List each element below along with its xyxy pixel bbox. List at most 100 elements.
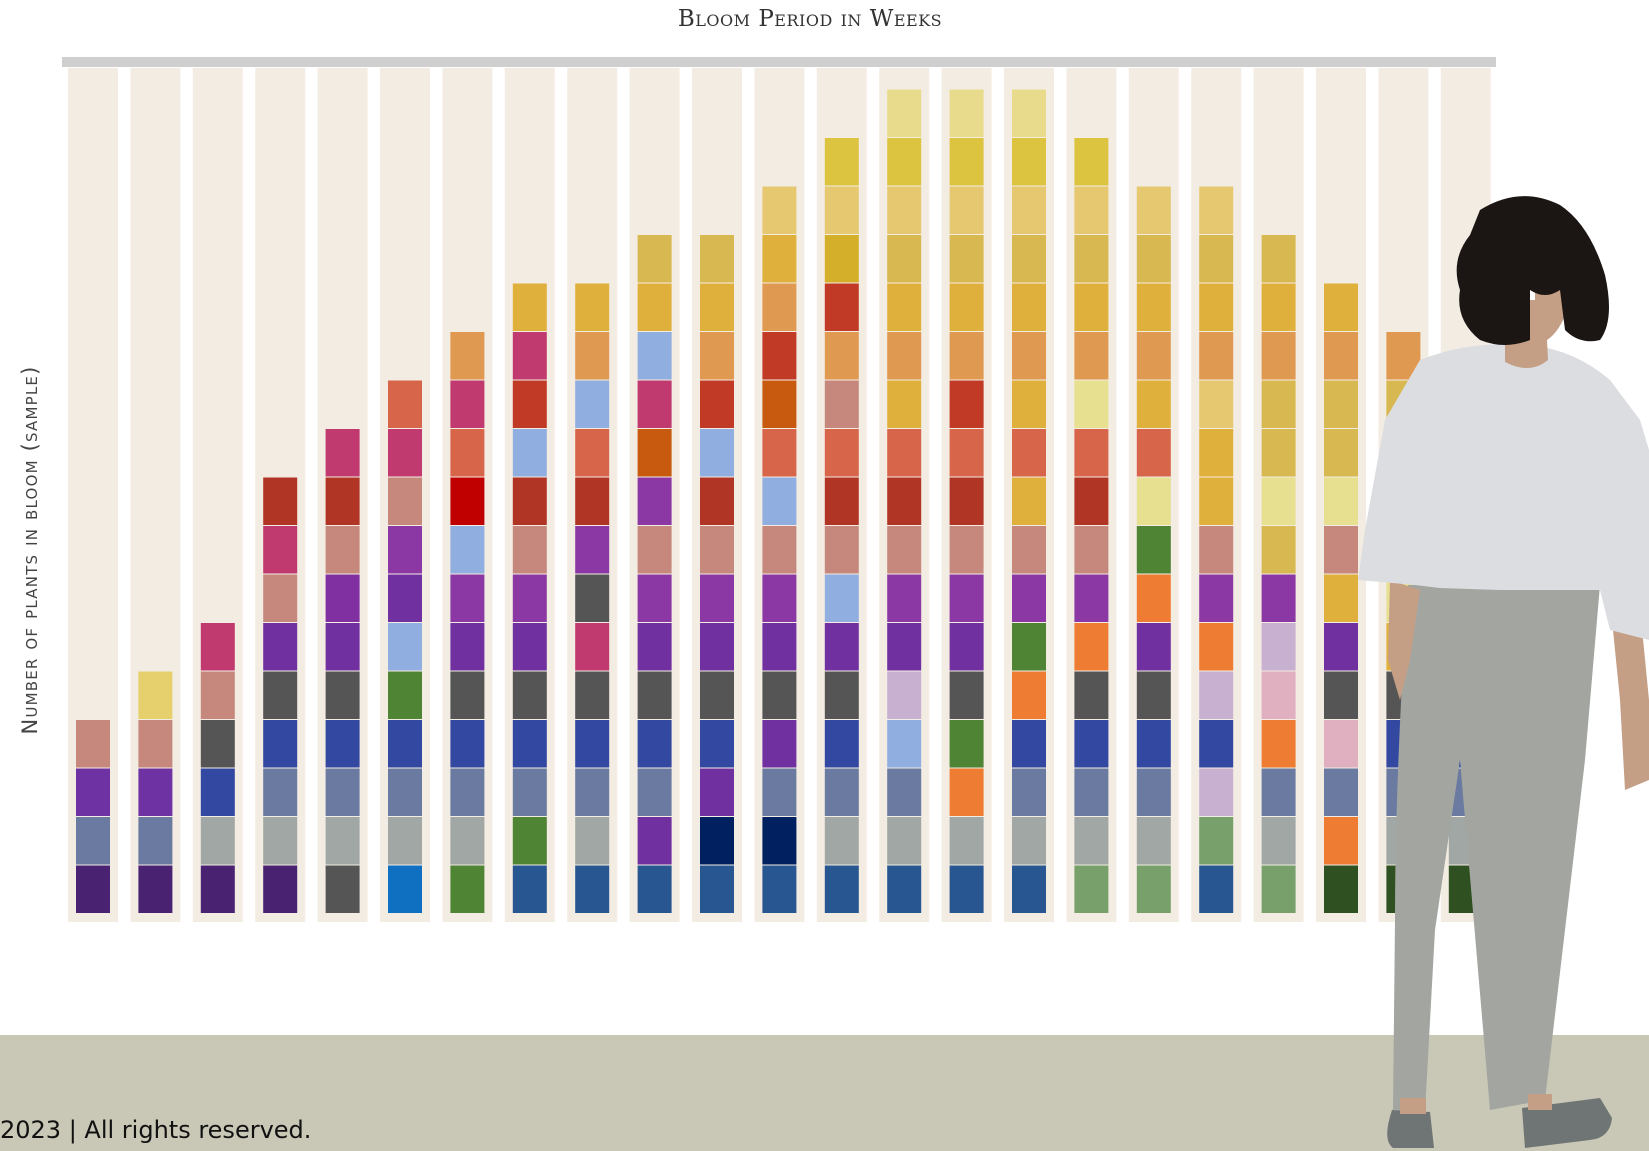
plant-block-week-16-2 (1012, 817, 1046, 865)
plant-block-week-13-1 (824, 865, 859, 913)
plant-block-week-14-10 (887, 429, 922, 477)
plant-block-week-8-3 (512, 768, 547, 816)
plant-block-week-13-13 (824, 283, 859, 331)
plant-block-week-11-4 (700, 720, 734, 768)
plant-block-week-5-10 (325, 429, 360, 477)
plant-block-week-16-14 (1012, 235, 1046, 283)
plant-block-week-15-4 (949, 720, 984, 768)
plant-block-week-9-6 (575, 623, 610, 671)
plant-block-week-12-13 (762, 283, 797, 331)
plant-block-week-12-12 (762, 332, 797, 380)
plant-block-week-4-1 (263, 865, 298, 913)
plant-block-week-23-9 (1448, 477, 1483, 525)
plant-block-week-23-7 (1448, 574, 1483, 622)
plant-block-week-20-6 (1261, 623, 1296, 671)
plant-block-week-14-13 (887, 283, 922, 331)
plant-block-week-18-8 (1136, 526, 1171, 574)
plant-block-week-13-16 (824, 138, 859, 186)
plant-block-week-9-2 (575, 817, 610, 865)
plant-block-week-3-1 (200, 865, 235, 913)
plant-block-week-21-11 (1324, 380, 1358, 428)
plant-block-week-5-9 (325, 477, 360, 525)
plant-block-week-19-12 (1199, 332, 1234, 380)
plant-block-week-11-7 (700, 574, 734, 622)
plant-block-week-18-10 (1136, 429, 1171, 477)
plant-block-week-16-3 (1012, 768, 1046, 816)
plant-block-week-16-16 (1012, 138, 1046, 186)
plant-block-week-22-7 (1386, 574, 1421, 622)
plant-block-week-21-3 (1324, 768, 1358, 816)
plant-block-week-11-12 (700, 332, 734, 380)
plant-block-week-12-6 (762, 623, 797, 671)
plant-block-week-13-9 (824, 477, 859, 525)
plant-block-week-7-5 (450, 671, 485, 719)
plant-block-week-6-4 (388, 720, 422, 768)
plant-block-week-8-6 (512, 623, 547, 671)
plant-block-week-6-3 (388, 768, 422, 816)
plant-block-week-22-1 (1386, 865, 1421, 913)
plant-block-week-18-11 (1136, 380, 1171, 428)
plant-block-week-8-12 (512, 332, 547, 380)
plant-block-week-1-1 (76, 865, 110, 913)
plant-block-week-3-6 (200, 623, 235, 671)
plant-block-week-8-11 (512, 380, 547, 428)
plant-block-week-21-4 (1324, 720, 1358, 768)
plant-block-week-7-2 (450, 817, 485, 865)
plant-block-week-11-10 (700, 429, 734, 477)
plant-block-week-18-4 (1136, 720, 1171, 768)
plant-block-week-19-5 (1199, 671, 1234, 719)
plant-block-week-10-10 (637, 429, 672, 477)
plant-block-week-14-2 (887, 817, 922, 865)
plant-block-week-21-8 (1324, 526, 1358, 574)
plant-block-week-10-12 (637, 332, 672, 380)
plant-block-week-12-9 (762, 477, 797, 525)
plant-block-week-1-4 (76, 720, 110, 768)
plant-block-week-8-10 (512, 429, 547, 477)
plant-block-week-18-9 (1136, 477, 1171, 525)
plant-block-week-15-9 (949, 477, 984, 525)
plant-block-week-5-8 (325, 526, 360, 574)
plant-block-week-22-5 (1386, 671, 1421, 719)
plant-block-week-14-15 (887, 186, 922, 234)
plant-block-week-6-2 (388, 817, 422, 865)
plant-block-week-13-6 (824, 623, 859, 671)
plant-block-week-19-4 (1199, 720, 1234, 768)
plant-block-week-9-11 (575, 380, 610, 428)
plant-block-week-23-3 (1448, 768, 1483, 816)
plant-block-week-16-11 (1012, 380, 1046, 428)
plant-block-week-11-3 (700, 768, 734, 816)
plant-block-week-8-8 (512, 526, 547, 574)
plant-block-week-8-4 (512, 720, 547, 768)
plant-block-week-9-10 (575, 429, 610, 477)
plant-block-week-15-12 (949, 332, 984, 380)
plant-block-week-3-2 (200, 817, 235, 865)
plant-block-week-2-5 (138, 671, 173, 719)
plant-block-week-5-7 (325, 574, 360, 622)
floor (0, 1035, 1649, 1151)
plant-block-week-8-5 (512, 671, 547, 719)
plant-block-week-13-10 (824, 429, 859, 477)
plant-block-week-18-1 (1136, 865, 1171, 913)
plant-block-week-7-3 (450, 768, 485, 816)
plant-block-week-14-11 (887, 380, 922, 428)
plant-block-week-2-4 (138, 720, 173, 768)
plant-block-week-7-10 (450, 429, 485, 477)
plant-block-week-2-2 (138, 817, 173, 865)
plant-block-week-17-10 (1074, 429, 1109, 477)
plant-block-week-13-4 (824, 720, 859, 768)
plant-block-week-12-1 (762, 865, 797, 913)
plant-block-week-2-3 (138, 768, 173, 816)
plant-block-week-5-3 (325, 768, 360, 816)
plant-block-week-21-2 (1324, 817, 1358, 865)
plant-block-week-17-9 (1074, 477, 1109, 525)
plant-block-week-22-10 (1386, 429, 1421, 477)
plant-block-week-8-1 (512, 865, 547, 913)
plant-block-week-20-7 (1261, 574, 1296, 622)
plant-block-week-21-1 (1324, 865, 1358, 913)
plant-block-week-16-5 (1012, 671, 1046, 719)
plant-block-week-1-3 (76, 768, 110, 816)
plant-block-week-22-3 (1386, 768, 1421, 816)
plant-block-week-19-6 (1199, 623, 1234, 671)
plant-block-week-4-8 (263, 526, 298, 574)
plant-block-week-22-2 (1386, 817, 1421, 865)
